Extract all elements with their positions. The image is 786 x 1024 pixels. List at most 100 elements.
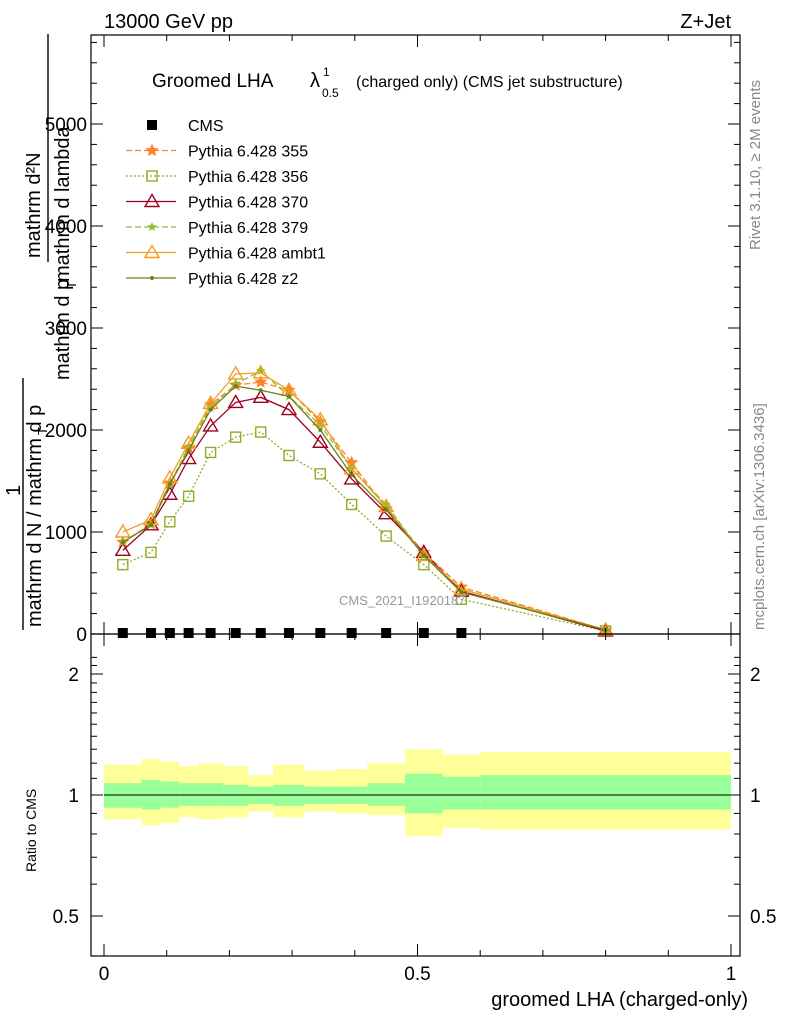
data-point [459, 590, 464, 595]
data-point [186, 448, 191, 453]
ratio-band-inner [480, 775, 731, 810]
data-point [456, 628, 467, 638]
series-line [122, 370, 606, 631]
xlabel: groomed LHA (charged-only) [491, 989, 748, 1011]
main-ytick-label: 1000 [45, 523, 87, 544]
data-point [117, 628, 128, 638]
legend-label: Pythia 6.428 355 [188, 144, 308, 161]
data-point [183, 628, 194, 638]
ratio-band-layer [104, 749, 731, 837]
data-point [345, 498, 358, 511]
data-point [283, 449, 295, 462]
title-main: Groomed LHA [152, 71, 274, 92]
legend-label: CMS [188, 118, 224, 135]
data-point [205, 402, 216, 412]
data-point [145, 546, 157, 559]
ratio-ytick-label: 0.5 [53, 907, 79, 928]
data-point [149, 522, 154, 527]
data-point [164, 516, 176, 528]
legend: CMS Pythia 6.428 355 Pythia 6.428 356 Pythi… [126, 118, 326, 288]
data-point [204, 446, 217, 459]
data-point [380, 530, 392, 542]
main-ytick-label: 3000 [45, 319, 87, 340]
ylabel-second-denominator: mathrm d N / mathrm d p [24, 405, 46, 627]
data-point [381, 628, 392, 638]
data-point [280, 401, 298, 416]
ylabel-numerator: mathrm d²N [23, 152, 45, 258]
ratio-band-inner [404, 773, 443, 814]
data-point [252, 364, 269, 379]
data-point [349, 472, 354, 477]
main-ytick-label: 2000 [45, 421, 87, 442]
legend-label: Pythia 6.428 ambt1 [188, 246, 326, 263]
data-point [377, 505, 395, 520]
mcplots-label: mcplots.cern.ch [arXiv:1306.3436] [751, 403, 768, 630]
ratio-band-inner [198, 783, 224, 806]
legend-entry: Pythia 6.428 355 [126, 143, 308, 161]
data-point [164, 628, 175, 638]
title-sup: 1 [323, 65, 330, 79]
legend-marker [143, 193, 161, 208]
watermark: CMS_2021_I1920187 [339, 593, 466, 608]
ratio-xtick-label: 0 [99, 964, 110, 985]
ratio-xtick-label: 0.5 [404, 964, 430, 985]
data-point [230, 628, 241, 638]
data-point [114, 523, 132, 538]
title-sub: 0.5 [322, 86, 339, 100]
series-line [122, 372, 606, 631]
ratio-ytick-label-right: 1 [750, 786, 761, 807]
ratio-band-inner [367, 783, 405, 806]
series-0 [117, 628, 467, 638]
main-ticks: 0 1000 2000 3000 4000 5000 [45, 35, 740, 646]
data-point [318, 428, 323, 432]
data-point [205, 628, 216, 638]
data-point [114, 541, 132, 557]
data-point [258, 388, 263, 393]
legend-entry: Pythia 6.428 ambt1 [126, 244, 326, 263]
legend-label: Pythia 6.428 379 [188, 220, 308, 237]
legend-entry: Pythia 6.428 356 [126, 169, 308, 186]
header-right: Z+Jet [680, 11, 731, 33]
ratio-ylabel: Ratio to CMS [23, 789, 39, 872]
header-left: 13000 GeV pp [104, 11, 233, 33]
legend-entry: CMS [147, 118, 224, 135]
legend-label: Pythia 6.428 z2 [188, 271, 298, 288]
ylabel-second-denominator-sub: T [35, 427, 50, 435]
legend-marker [146, 170, 158, 182]
ratio-band-inner [442, 776, 481, 810]
data-point [146, 628, 157, 638]
ratio-xtick-label: 1 [726, 964, 737, 985]
ylabel-denominator-tail: mathrm d lambda [52, 126, 74, 282]
data-point [120, 540, 125, 545]
data-point [167, 482, 172, 487]
main-ytick-label: 5000 [45, 115, 87, 136]
ratio-ytick-label-right: 0.5 [750, 907, 776, 928]
series-line [122, 385, 606, 631]
data-point [182, 490, 195, 502]
ratio-ytick-label-right: 2 [750, 665, 761, 686]
ratio-band-inner [179, 783, 199, 806]
ylabel-denominator: mathrm d p [52, 279, 74, 380]
legend-marker [145, 143, 159, 157]
main-series-layer [114, 364, 614, 638]
data-point [312, 433, 329, 448]
data-point [202, 417, 219, 432]
legend-marker [150, 276, 154, 280]
data-point [314, 468, 327, 480]
data-point [384, 507, 389, 512]
data-point [208, 407, 213, 412]
main-ytick-label: 0 [76, 625, 87, 646]
legend-entry: Pythia 6.428 z2 [126, 271, 298, 288]
plot-title: Groomed LHA λ 1 0.5 (charged only) (CMS … [152, 65, 623, 100]
data-point [255, 628, 266, 638]
data-point [346, 628, 357, 638]
legend-label: Pythia 6.428 370 [188, 195, 308, 212]
legend-label: Pythia 6.428 356 [188, 169, 308, 186]
legend-marker [147, 222, 157, 232]
data-point [254, 375, 268, 388]
data-point [255, 426, 267, 438]
data-point [418, 558, 430, 571]
legend-marker [147, 120, 157, 130]
main-ylabel: mathrm d²N mathrm d p T mathrm d lambda … [3, 34, 79, 630]
